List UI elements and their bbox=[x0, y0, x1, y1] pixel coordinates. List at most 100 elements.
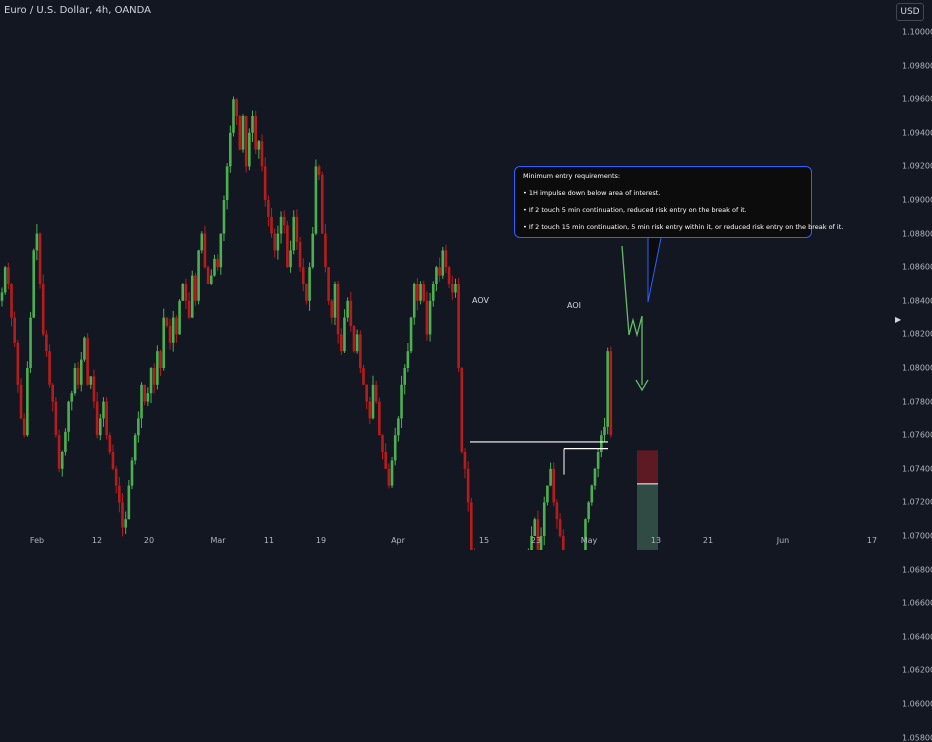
candle-body bbox=[127, 485, 131, 520]
price-tick-label: 1.06200 bbox=[902, 665, 932, 675]
candle-body bbox=[229, 132, 232, 167]
candle-body bbox=[241, 116, 245, 150]
candle-body bbox=[352, 326, 356, 352]
price-tick-label: 1.07000 bbox=[902, 531, 932, 541]
candle-body bbox=[282, 216, 286, 226]
candle-body bbox=[549, 468, 552, 486]
candle-body bbox=[267, 200, 270, 217]
candle-body bbox=[419, 284, 422, 301]
price-tick-label: 1.06400 bbox=[902, 632, 932, 642]
candle-body bbox=[251, 116, 254, 133]
time-tick-label: 12 bbox=[91, 536, 103, 545]
candle-body bbox=[324, 233, 327, 268]
candle-body bbox=[118, 485, 121, 503]
candle-body bbox=[152, 368, 156, 385]
candle-body bbox=[3, 267, 7, 293]
candle-body bbox=[89, 376, 93, 385]
candle-body bbox=[140, 384, 143, 419]
candle-body bbox=[86, 337, 89, 385]
candle-body bbox=[349, 300, 353, 326]
candle-body bbox=[64, 431, 67, 452]
price-tick-label: 1.08000 bbox=[902, 363, 932, 373]
candles-group bbox=[0, 96, 613, 550]
candle-body bbox=[397, 418, 400, 436]
candle-body bbox=[79, 359, 83, 385]
candle-body bbox=[403, 368, 407, 385]
candle-body bbox=[197, 250, 200, 301]
candle-body bbox=[32, 250, 36, 318]
candle-body bbox=[29, 317, 32, 368]
candle-body bbox=[317, 166, 321, 175]
candle-body bbox=[320, 174, 324, 234]
take-profit-zone bbox=[637, 483, 658, 550]
candle-body bbox=[257, 141, 261, 150]
candle-body bbox=[137, 418, 140, 436]
price-tick-label: 1.09600 bbox=[902, 94, 932, 104]
candle-body bbox=[124, 519, 127, 528]
candle-body bbox=[584, 519, 587, 550]
candle-body bbox=[95, 401, 99, 436]
candle-body bbox=[143, 384, 146, 402]
candle-body bbox=[381, 435, 384, 452]
candle-body bbox=[327, 267, 330, 301]
candle-body bbox=[48, 351, 51, 385]
candle-body bbox=[542, 502, 546, 536]
candle-body bbox=[305, 284, 308, 301]
candle-body bbox=[0, 292, 4, 301]
candle-body bbox=[10, 284, 13, 318]
candle-body bbox=[7, 267, 10, 284]
time-tick-label: Apr bbox=[391, 536, 405, 545]
candle-body bbox=[384, 452, 387, 469]
candle-body bbox=[555, 502, 559, 520]
candle-body bbox=[181, 284, 185, 301]
candle-body bbox=[561, 536, 565, 550]
price-tick-label: 1.09400 bbox=[902, 128, 932, 138]
candle-body bbox=[438, 267, 441, 276]
candle-body bbox=[292, 216, 296, 251]
candle-body bbox=[108, 435, 112, 452]
candle-body bbox=[441, 250, 445, 276]
note-line-1: • 1H impulse down below area of interest… bbox=[523, 189, 661, 197]
candle-body bbox=[238, 116, 242, 150]
price-tick-label: 1.08200 bbox=[902, 329, 932, 339]
candle-body bbox=[273, 233, 277, 251]
candle-body bbox=[400, 384, 403, 419]
chart-canvas[interactable] bbox=[0, 0, 932, 550]
candle-body bbox=[162, 317, 166, 368]
candle-body bbox=[286, 225, 289, 268]
candle-body bbox=[178, 300, 181, 335]
candle-body bbox=[431, 284, 435, 301]
candle-body bbox=[92, 376, 96, 402]
currency-button[interactable]: USD bbox=[896, 3, 924, 21]
price-tick-label: 1.08800 bbox=[902, 229, 932, 239]
candle-body bbox=[168, 326, 172, 343]
time-tick-label: May bbox=[580, 536, 598, 545]
candle-body bbox=[111, 452, 115, 469]
candle-body bbox=[412, 284, 416, 318]
time-tick-label: Jun bbox=[776, 536, 790, 545]
symbol-title[interactable]: Euro / U.S. Dollar, 4h, OANDA bbox=[4, 5, 152, 16]
candle-body bbox=[444, 250, 448, 268]
candle-body bbox=[416, 284, 419, 301]
candle-body bbox=[159, 351, 162, 368]
candle-body bbox=[355, 334, 359, 352]
candle-body bbox=[171, 317, 175, 343]
candle-body bbox=[209, 275, 213, 284]
price-tick-label: 1.07600 bbox=[902, 430, 932, 440]
candle-body bbox=[270, 216, 273, 234]
candle-body bbox=[41, 284, 45, 335]
candle-body bbox=[428, 300, 432, 335]
candle-body bbox=[393, 435, 397, 461]
candle-body bbox=[346, 300, 349, 318]
candle-body bbox=[276, 233, 280, 251]
candle-body bbox=[130, 460, 134, 486]
candle-body bbox=[301, 267, 305, 284]
candle-body bbox=[51, 384, 55, 402]
candle-body bbox=[374, 384, 378, 402]
price-tick-label: 1.08600 bbox=[902, 262, 932, 272]
candle-body bbox=[298, 242, 302, 268]
note-line-heading: Minimum entry requirements: bbox=[523, 172, 621, 180]
entry-requirements-note[interactable]: Minimum entry requirements: • 1H impulse… bbox=[514, 166, 843, 238]
candle-body bbox=[83, 337, 86, 360]
price-tick-label: 1.10000 bbox=[902, 27, 932, 37]
